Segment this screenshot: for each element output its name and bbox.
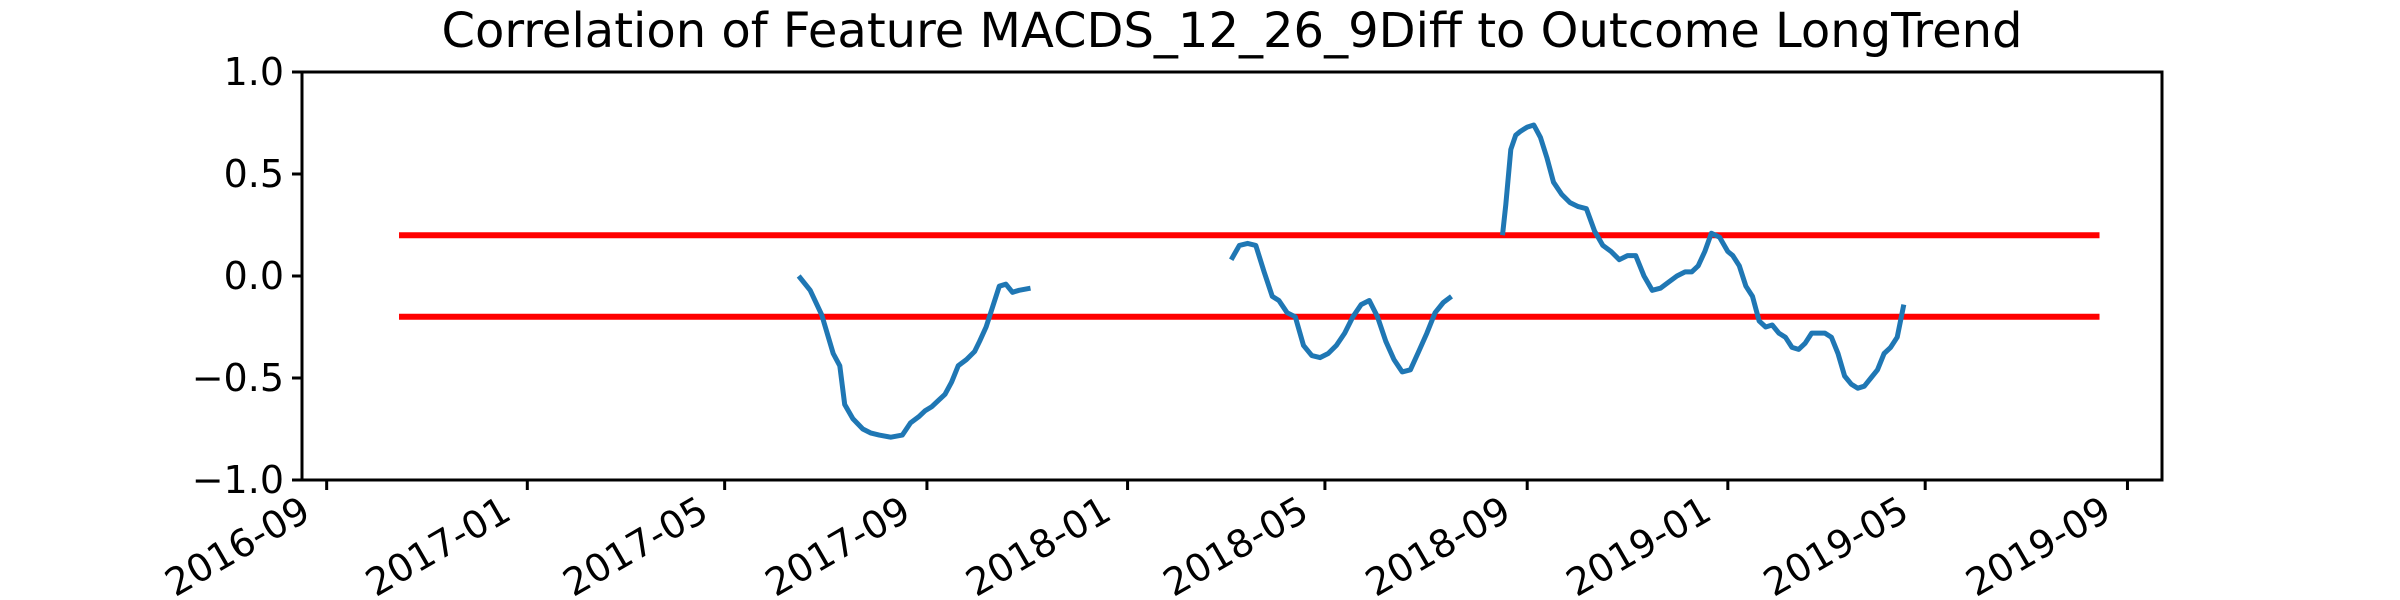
x-tick-label: 2018-05: [1156, 488, 1316, 600]
y-tick-label: −0.5: [192, 356, 284, 400]
x-tick-label: 2019-01: [1559, 488, 1719, 600]
y-tick-label: 1.0: [224, 50, 284, 94]
x-tick-label: 2018-09: [1358, 488, 1518, 600]
x-tick-label: 2017-01: [358, 488, 518, 600]
x-tick-label: 2017-09: [758, 488, 918, 600]
x-tick-label: 2019-09: [1958, 488, 2118, 600]
series-line: [796, 274, 1031, 440]
series-line: [1229, 240, 1453, 375]
plot-frame: [300, 70, 2164, 482]
series-line: [1500, 122, 1907, 391]
x-tick-label: 2019-05: [1756, 488, 1916, 600]
y-axis: −1.0 −0.5 0.0 0.5 1.0: [192, 50, 302, 502]
x-tick-label: 2016-09: [158, 488, 318, 600]
x-tick-label: 2017-05: [556, 488, 716, 600]
x-axis: 2016-09 2017-01 2017-05 2017-09 2018-01 2018-…: [158, 480, 2129, 600]
x-tick-label: 2018-01: [959, 488, 1119, 600]
y-tick-label: −1.0: [192, 458, 284, 502]
threshold-lines: [399, 232, 2100, 320]
series-lines: [796, 122, 1907, 440]
y-tick-label: 0.5: [224, 152, 284, 196]
chart-title: Correlation of Feature MACDS_12_26_9Diff…: [441, 3, 2022, 59]
y-tick-label: 0.0: [224, 254, 284, 298]
